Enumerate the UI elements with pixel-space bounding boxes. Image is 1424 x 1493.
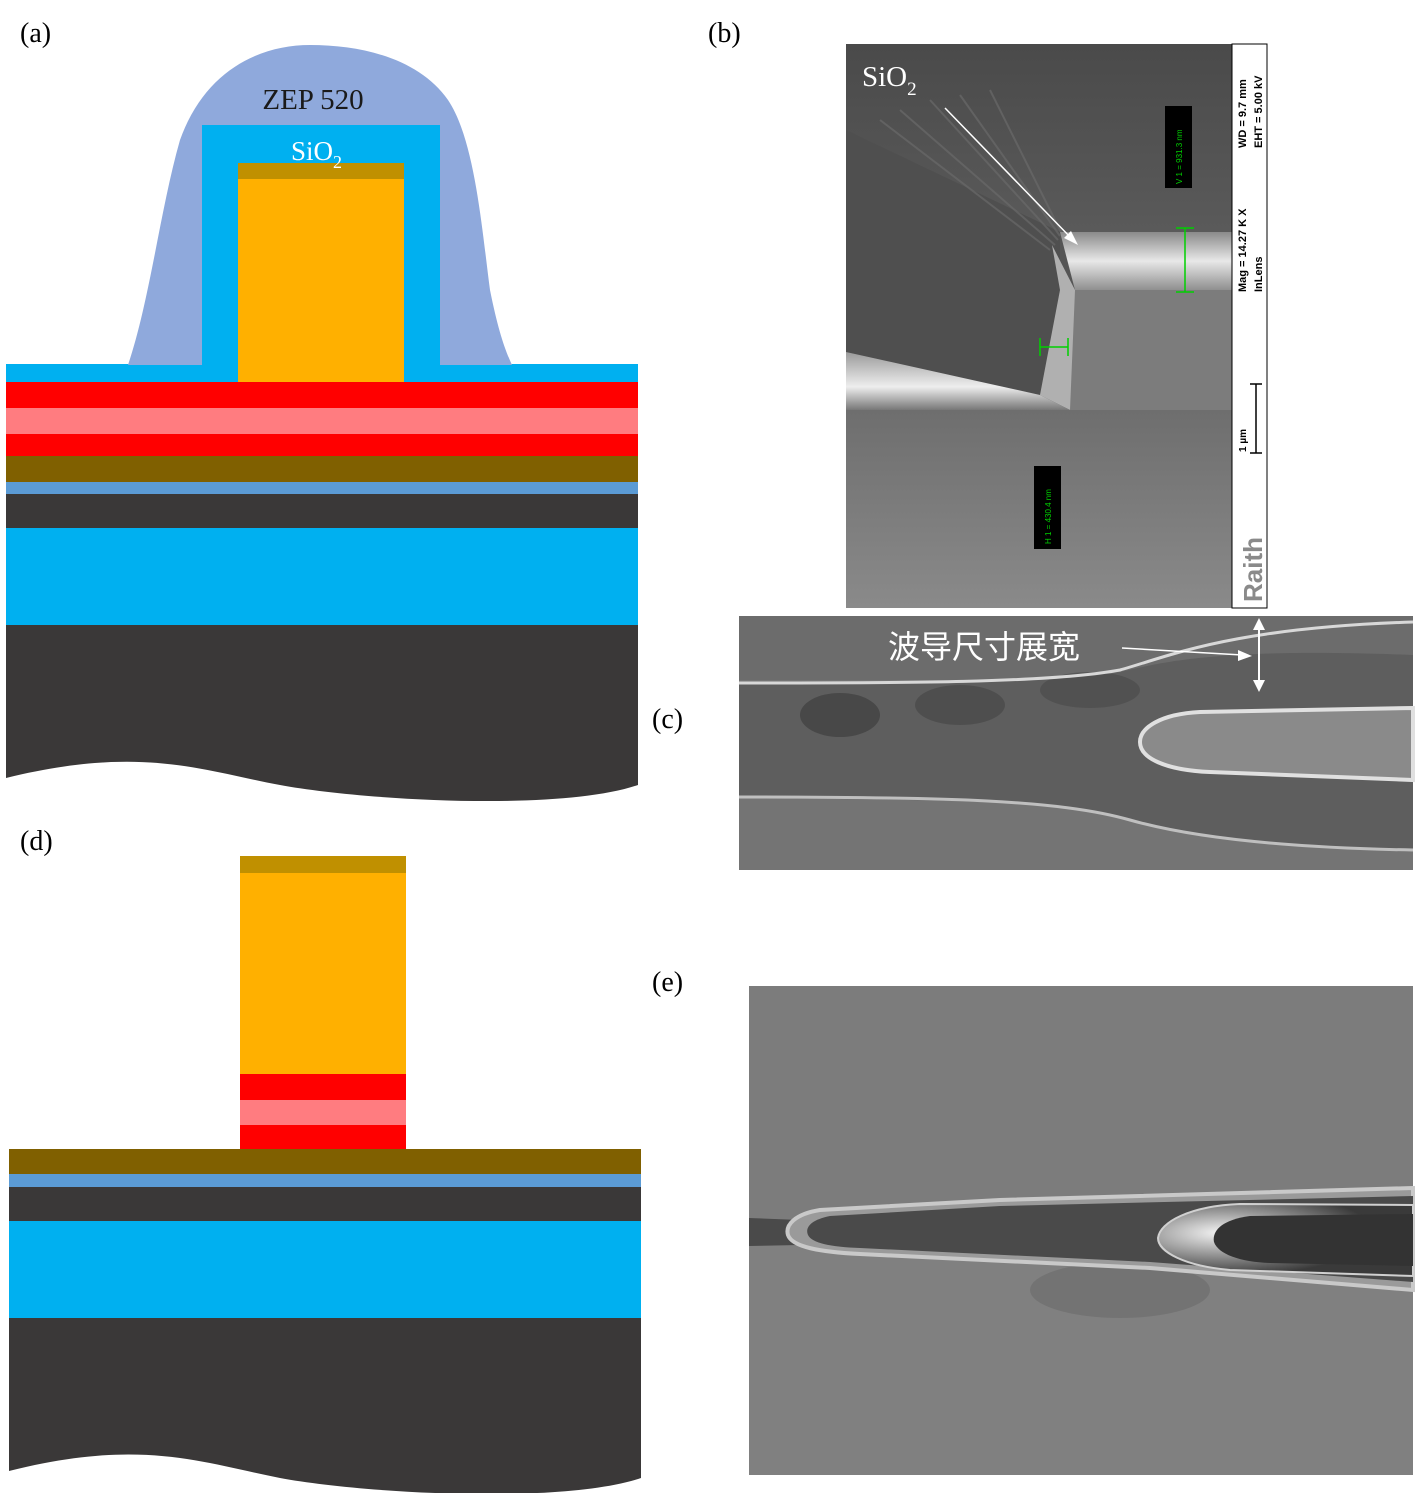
b-scale-bar [1250,383,1262,454]
c-annotation-label: 波导尺寸展宽 [888,628,1080,666]
a-thin-blue-layer [6,482,638,494]
a-sio2-label: SiO2 [291,136,342,172]
b-sidewall-facet [846,130,1060,395]
b-bottom-ledge [846,352,1070,410]
panel-a-diagram: ZEP 520 SiO2 [6,45,638,802]
e-shadow [1030,1262,1210,1318]
a-zep520-label: ZEP 520 [262,84,363,116]
b-vertical-measure-marker [1176,227,1194,293]
d-gold-cap [240,856,406,873]
c-dark-spot-3 [1040,672,1140,708]
d-pink-layer [240,1100,406,1125]
d-gold-ridge [240,872,406,1074]
b-sio2-arrowhead [1064,231,1078,245]
b-info-bar [1231,43,1268,609]
c-dark-spot-1 [800,693,880,737]
c-wide-ridge [1137,705,1415,783]
b-sio2-top-ledge [1060,232,1232,290]
a-gold-cap [238,163,404,179]
panel-a-label: (a) [20,18,52,49]
d-brown-layer [9,1149,641,1174]
d-dark-substrate-upper [9,1187,641,1221]
b-eht-label: EHT = 5.00 kV [1253,75,1265,148]
b-upper-dark-region [846,44,1232,232]
b-scale-label: 1 µm [1238,429,1249,452]
panel-e-label: (e) [652,967,684,998]
a-dark-substrate-upper [6,494,638,528]
c-upper-edge-line [738,620,1414,685]
b-h1-label-box [1034,466,1061,549]
b-sidewall-striations [879,89,1063,251]
b-sio2-side-ledge [1040,245,1075,410]
b-h1-label: H 1 = 430.4 nm [1044,489,1053,544]
panel-d-label: (d) [20,826,53,857]
c-width-double-arrow [1253,618,1265,692]
d-red-layer-upper [240,1074,406,1100]
c-dark-spot-2 [915,685,1005,725]
b-mag-label: Mag = 14.27 K X [1237,208,1249,292]
b-ridge-facet [1070,290,1232,410]
d-thin-blue-layer [9,1174,641,1187]
a-dark-substrate-bottom [6,625,638,802]
b-v1-label-box [1165,106,1192,188]
a-brown-layer [6,456,638,482]
panel-c-label: (c) [652,704,684,735]
panel-b-label: (b) [708,18,741,49]
b-detector-label: InLens [1253,257,1265,292]
b-sio2-label: SiO2 [862,61,917,100]
c-annotation-arrowhead [1238,650,1252,661]
e-inner-core [1213,1214,1413,1266]
panel-e-sem-image [749,986,1415,1475]
panel-c-sem-image: 波导尺寸展宽 [738,616,1415,870]
b-sio2-arrow [944,107,1074,241]
d-red-layer-lower [240,1125,406,1149]
b-horizontal-measure-marker [1039,338,1069,356]
b-raith-logo: Raith [1238,537,1268,602]
c-waveguide-channel [739,652,1413,850]
b-v1-label: V 1 = 931.3 nm [1175,129,1184,184]
a-sio2-buffer-layer [6,528,638,625]
a-red-layer-lower [6,434,638,456]
c-lower-edge-line [738,795,1414,852]
c-annotation-arrow [1121,647,1243,656]
panel-b-sem-image: SiO2 V 1 = 931.3 nm H 1 = 430.4 nm WD = … [846,43,1268,609]
a-red-layer-upper [6,382,638,408]
d-dark-substrate-bottom [9,1318,641,1493]
a-gold-ridge [238,178,404,382]
panel-d-diagram [9,856,641,1493]
d-sio2-buffer-layer [9,1221,641,1318]
a-pink-layer [6,408,638,434]
b-wd-label: WD = 9.7 mm [1237,79,1249,148]
